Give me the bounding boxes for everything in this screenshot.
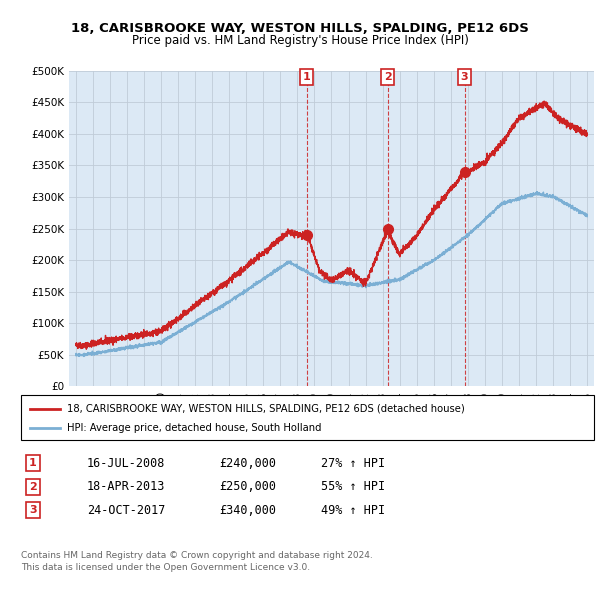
Text: 1: 1	[29, 458, 37, 468]
Text: 2: 2	[29, 482, 37, 491]
Text: £240,000: £240,000	[219, 457, 276, 470]
Text: 55% ↑ HPI: 55% ↑ HPI	[321, 480, 385, 493]
Text: 27% ↑ HPI: 27% ↑ HPI	[321, 457, 385, 470]
Text: 18, CARISBROOKE WAY, WESTON HILLS, SPALDING, PE12 6DS: 18, CARISBROOKE WAY, WESTON HILLS, SPALD…	[71, 22, 529, 35]
Text: 49% ↑ HPI: 49% ↑ HPI	[321, 504, 385, 517]
Text: 1: 1	[303, 72, 310, 82]
Text: Price paid vs. HM Land Registry's House Price Index (HPI): Price paid vs. HM Land Registry's House …	[131, 34, 469, 47]
Text: This data is licensed under the Open Government Licence v3.0.: This data is licensed under the Open Gov…	[21, 563, 310, 572]
Text: £340,000: £340,000	[219, 504, 276, 517]
Text: 24-OCT-2017: 24-OCT-2017	[87, 504, 166, 517]
Text: HPI: Average price, detached house, South Holland: HPI: Average price, detached house, Sout…	[67, 424, 322, 434]
Text: 3: 3	[29, 506, 37, 515]
Text: Contains HM Land Registry data © Crown copyright and database right 2024.: Contains HM Land Registry data © Crown c…	[21, 551, 373, 560]
Text: £250,000: £250,000	[219, 480, 276, 493]
Text: 16-JUL-2008: 16-JUL-2008	[87, 457, 166, 470]
Text: 3: 3	[461, 72, 469, 82]
Text: 2: 2	[384, 72, 391, 82]
Text: 18, CARISBROOKE WAY, WESTON HILLS, SPALDING, PE12 6DS (detached house): 18, CARISBROOKE WAY, WESTON HILLS, SPALD…	[67, 404, 465, 414]
Text: 18-APR-2013: 18-APR-2013	[87, 480, 166, 493]
